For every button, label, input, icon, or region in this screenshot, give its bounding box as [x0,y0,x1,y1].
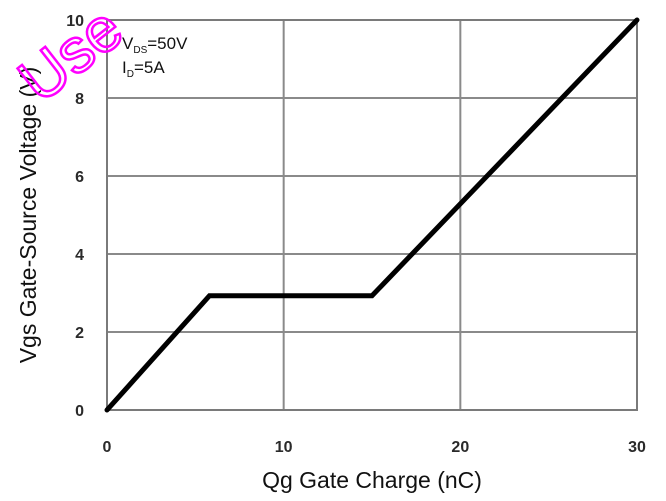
x-axis-label: Qg Gate Charge (nC) [262,467,482,493]
x-tick-label: 10 [275,439,293,456]
y-tick-labels: 0 2 4 6 8 10 [66,13,84,420]
x-tick-label: 20 [451,439,469,456]
grid-lines [107,20,637,410]
y-tick-label: 2 [75,325,84,342]
series-line-0 [104,17,640,413]
y-tick-label: 8 [75,91,84,108]
y-tick-label: 10 [66,13,84,30]
x-tick-labels: 0 10 20 30 [103,439,646,456]
annotation-id: ID=5A [122,58,165,80]
x-tick-label: 30 [628,439,646,456]
y-tick-label: 4 [75,247,84,264]
annotation-vds: VDS=50V [122,34,188,56]
y-axis-label: Vgs Gate-Source Voltage (V) [15,67,41,364]
y-tick-label: 6 [75,169,84,186]
y-tick-label: 0 [75,403,84,420]
annotation-box: VDS=50V ID=5A [122,34,188,80]
series-group [104,17,640,413]
plot-area-frame [106,19,638,411]
x-tick-label: 0 [103,439,112,456]
